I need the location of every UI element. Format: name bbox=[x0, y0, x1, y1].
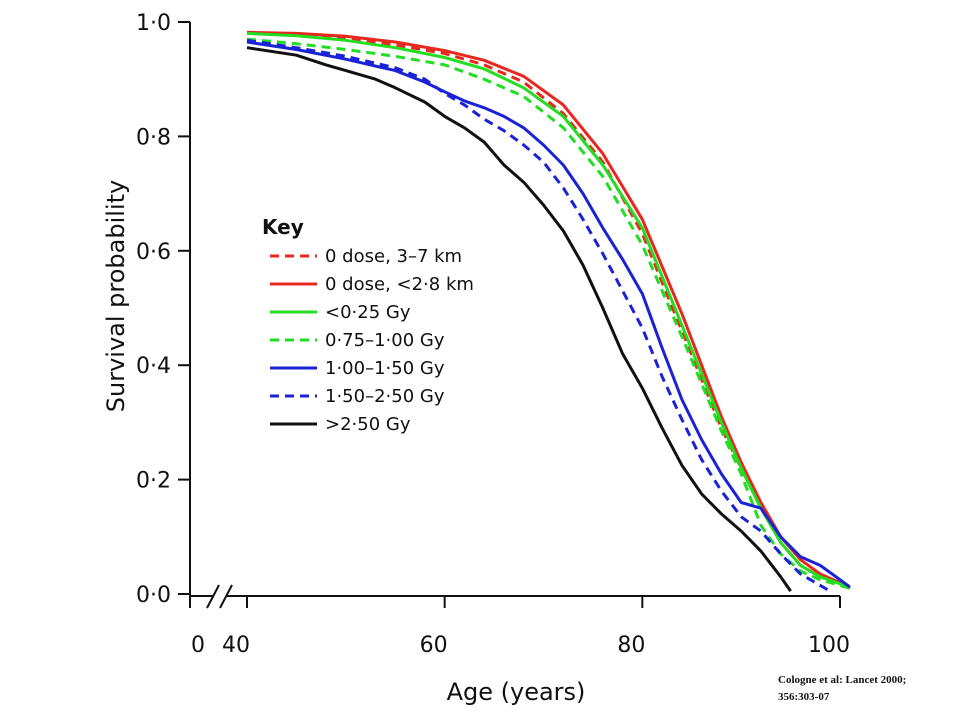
series-line-6 bbox=[246, 46, 792, 592]
x-origin-label: 0 bbox=[191, 633, 205, 658]
y-tick-label: 0·0 bbox=[136, 583, 171, 608]
y-tick-label: 1·0 bbox=[136, 11, 171, 36]
series-line-3 bbox=[246, 37, 851, 590]
y-tick-label: 0·8 bbox=[136, 125, 171, 150]
x-tick-label: 60 bbox=[420, 633, 448, 658]
citation-line-1: Cologne et al: Lancet 2000; bbox=[778, 674, 907, 686]
x-tick-label: 80 bbox=[617, 633, 645, 658]
y-axis-title: Survival probability bbox=[102, 180, 130, 412]
y-tick-label: 0·4 bbox=[136, 354, 171, 379]
x-tick-label: 100 bbox=[808, 633, 850, 658]
citation-line-2: 356:303-07 bbox=[778, 691, 830, 703]
legend-label-4: 1·00–1·50 Gy bbox=[325, 358, 445, 379]
x-tick-label: 40 bbox=[222, 633, 250, 658]
legend-label-0: 0 dose, 3–7 km bbox=[325, 246, 462, 267]
axis-break-mark bbox=[206, 584, 233, 609]
y-tick-label: 0·2 bbox=[136, 469, 171, 494]
legend-label-6: >2·50 Gy bbox=[325, 414, 411, 435]
legend: Key 0 dose, 3–7 km 0 dose, <2·8 km <0·25 G… bbox=[262, 215, 474, 435]
citation: Cologne et al: Lancet 2000; 356:303-07 bbox=[778, 672, 958, 706]
legend-label-2: <0·25 Gy bbox=[325, 302, 411, 323]
series-lines bbox=[246, 30, 851, 593]
legend-label-5: 1·50–2·50 Gy bbox=[325, 386, 445, 407]
legend-label-1: 0 dose, <2·8 km bbox=[325, 274, 474, 295]
series-line-2 bbox=[246, 31, 851, 590]
legend-label-3: 0·75–1·00 Gy bbox=[325, 330, 445, 351]
x-axis-title: Age (years) bbox=[447, 678, 586, 706]
series-line-1 bbox=[246, 30, 851, 589]
y-tick-label: 0·6 bbox=[136, 240, 171, 265]
legend-title: Key bbox=[262, 215, 304, 239]
series-line-4 bbox=[246, 40, 851, 589]
y-ticks: 0·0 0·2 0·4 0·6 0·8 1·0 bbox=[136, 11, 190, 608]
axes bbox=[189, 22, 840, 609]
series-line-5 bbox=[246, 38, 831, 593]
x-ticks: 40 60 80 100 0 bbox=[189, 596, 850, 658]
